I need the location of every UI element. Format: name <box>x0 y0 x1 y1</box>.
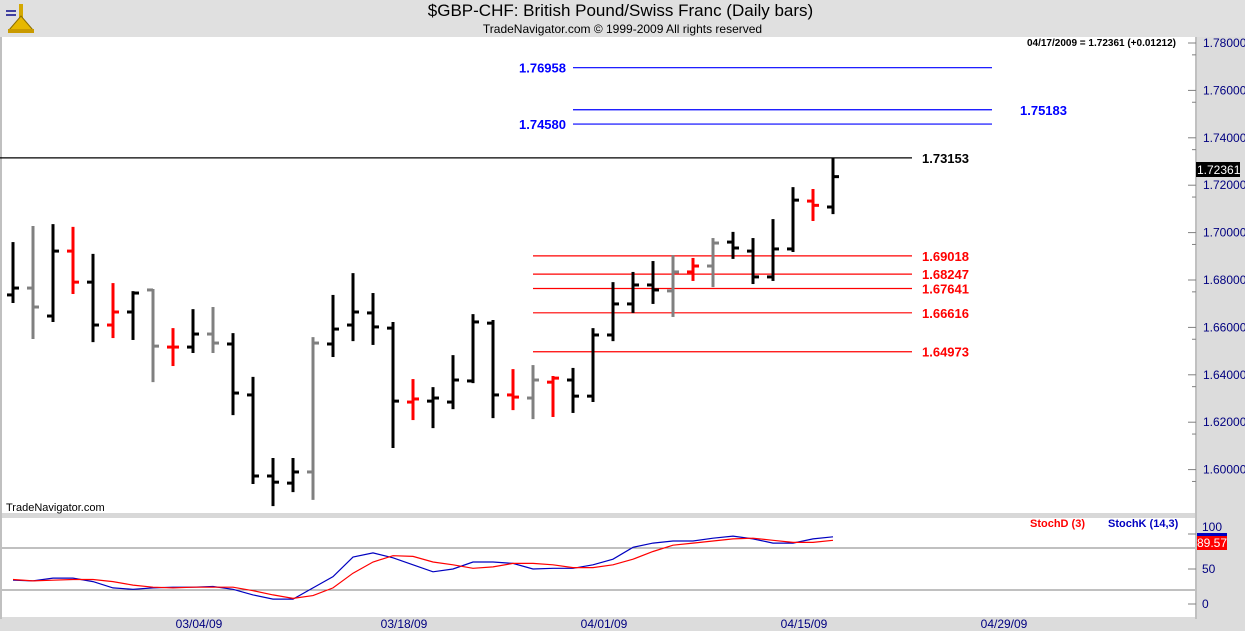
ohlc-bars <box>7 157 839 507</box>
ohlc-bar <box>207 307 219 353</box>
stochk-value-marker <box>1197 533 1227 536</box>
ohlc-bar <box>687 257 699 281</box>
x-tick-label: 03/04/09 <box>176 617 223 631</box>
ohlc-bar <box>407 379 419 421</box>
stochk-line <box>12 535 834 600</box>
legend-stochk: StochK (14,3) <box>1108 518 1179 530</box>
ohlc-bar <box>247 376 259 485</box>
ohlc-bar <box>287 457 299 493</box>
stochd-line <box>12 537 834 600</box>
y-tick-label: 1.66000 <box>1203 320 1245 334</box>
ohlc-bar <box>787 187 799 253</box>
ohlc-bar <box>87 253 99 343</box>
ohlc-bar <box>387 321 399 449</box>
ohlc-bar <box>47 224 59 322</box>
ohlc-bar <box>727 231 739 259</box>
ohlc-bar <box>167 328 179 367</box>
ohlc-bar <box>487 320 499 419</box>
chart-header: $GBP-CHF: British Pound/Swiss Franc (Dai… <box>0 0 1245 37</box>
chart-title: $GBP-CHF: British Pound/Swiss Franc (Dai… <box>0 1 1245 20</box>
ohlc-bar <box>367 293 379 345</box>
ohlc-bar <box>187 309 199 353</box>
date-axis-band <box>0 619 1245 631</box>
stochastic-panel: 100 50 0 <box>2 520 1222 611</box>
level-label: 1.73153 <box>922 151 969 166</box>
stoch-y-tick-label: 50 <box>1202 562 1216 576</box>
ohlc-bar <box>807 188 819 221</box>
y-tick-label: 1.64000 <box>1203 368 1245 382</box>
ohlc-bar <box>7 242 19 303</box>
ohlc-bar <box>447 355 459 410</box>
ohlc-bar <box>827 157 839 215</box>
date-axis: 03/04/09 03/18/09 04/01/09 04/15/09 04/29/09 <box>0 617 1245 631</box>
ohlc-bar <box>307 337 319 500</box>
x-tick-label: 03/18/09 <box>381 617 428 631</box>
ohlc-bar <box>527 365 539 420</box>
level-label: 1.75183 <box>1020 103 1067 118</box>
ohlc-bar <box>27 225 39 340</box>
ohlc-bar <box>747 238 759 285</box>
stochd-value-label: 89.57 <box>1197 536 1227 550</box>
ohlc-bar <box>67 226 79 294</box>
level-label: 1.64973 <box>922 345 969 360</box>
ohlc-bar <box>147 288 159 383</box>
level-label: 1.67641 <box>922 282 969 297</box>
sextant-logo-icon <box>6 4 35 33</box>
level-label: 1.69018 <box>922 249 969 264</box>
x-tick-label: 04/15/09 <box>781 617 828 631</box>
level-label: 1.74580 <box>519 117 566 132</box>
ohlc-bar <box>507 369 519 411</box>
last-price-marker <box>1196 162 1240 177</box>
ohlc-bar <box>667 255 679 317</box>
x-tick-label: 04/01/09 <box>581 617 628 631</box>
ohlc-bar <box>587 328 599 403</box>
level-label: 1.66616 <box>922 306 969 321</box>
ohlc-bar <box>767 219 779 281</box>
ohlc-bar <box>327 294 339 358</box>
ohlc-bar <box>427 387 439 429</box>
y-tick-label: 1.60000 <box>1203 463 1245 477</box>
level-label: 1.76958 <box>519 61 566 76</box>
chart-subtitle: TradeNavigator.com © 1999-2009 All right… <box>482 22 763 36</box>
y-tick-label: 1.62000 <box>1203 415 1245 429</box>
ohlc-bar <box>467 314 479 384</box>
y-tick-label: 1.68000 <box>1203 273 1245 287</box>
ohlc-bar <box>647 261 659 304</box>
ohlc-bar <box>567 367 579 413</box>
stochd-value-marker <box>1197 536 1227 550</box>
y-tick-label: 1.72000 <box>1203 178 1245 192</box>
y-tick-label: 1.70000 <box>1203 226 1245 240</box>
watermark-text: TradeNavigator.com <box>6 502 105 514</box>
ohlc-bar <box>347 273 359 342</box>
ohlc-bar <box>707 238 719 288</box>
stoch-y-tick-label: 0 <box>1202 597 1209 611</box>
ohlc-bar <box>627 271 639 313</box>
price-axis: 1.78000 1.76000 1.74000 1.72000 1.70000 1.680… <box>1188 36 1245 482</box>
panel-separator[interactable] <box>2 513 1195 518</box>
right-axis-border <box>1195 37 1197 619</box>
quote-readout: 04/17/2009 = 1.72361 (+0.01212) <box>1027 38 1176 49</box>
ohlc-bar <box>107 283 119 339</box>
stoch-plot-area <box>2 518 1195 617</box>
chart-title-text: $GBP-CHF: British Pound/Swiss Franc (Dai… <box>427 1 814 20</box>
level-lines: 1.76958 1.75183 1.74580 1.73153 1.69018 1.682… <box>0 61 1067 360</box>
ohlc-bar <box>607 282 619 342</box>
ohlc-bar <box>227 333 239 416</box>
stoch-y-tick-label: 100 <box>1202 520 1222 534</box>
price-plot-area <box>2 37 1195 513</box>
legend-stochd: StochD (3) <box>1030 518 1085 530</box>
left-border <box>0 37 2 619</box>
level-label: 1.68247 <box>922 267 969 282</box>
ohlc-bar <box>267 457 279 507</box>
y-tick-label: 1.76000 <box>1203 83 1245 97</box>
ohlc-bar <box>127 291 139 340</box>
ohlc-bar <box>547 375 559 417</box>
y-tick-label: 1.78000 <box>1203 36 1245 50</box>
y-tick-label: 1.74000 <box>1203 131 1245 145</box>
x-tick-label: 04/29/09 <box>981 617 1028 631</box>
last-price-label: 1.72361 <box>1197 163 1241 177</box>
